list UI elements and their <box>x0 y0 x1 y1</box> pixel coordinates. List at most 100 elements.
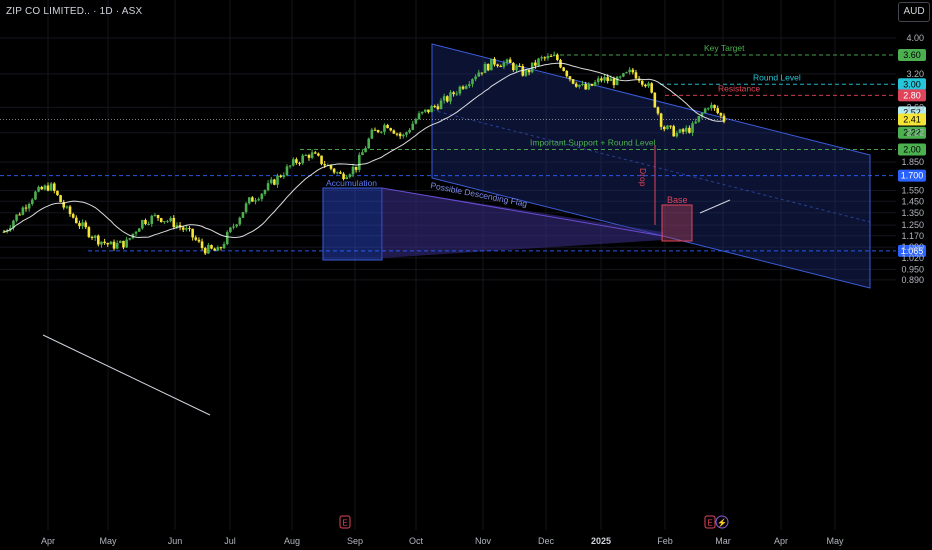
candle-body <box>71 214 75 218</box>
candle-body <box>666 125 669 130</box>
candle-body <box>251 197 254 202</box>
candle-body <box>370 129 374 139</box>
candle-body <box>452 92 455 95</box>
candle-body <box>279 175 282 177</box>
candle-body <box>508 59 512 63</box>
candle-body <box>194 237 198 240</box>
candle-body <box>21 207 25 215</box>
candle-body <box>354 166 358 170</box>
earnings-event-icon[interactable]: E <box>339 515 351 529</box>
candle-body <box>244 203 248 213</box>
price-label-box <box>898 48 926 61</box>
candle-body <box>722 115 726 122</box>
candle-body <box>153 215 157 217</box>
candle-body <box>446 96 449 102</box>
y-tick-label: 1.350 <box>901 208 924 218</box>
price-label-box <box>898 126 926 139</box>
price-label-box <box>898 169 926 182</box>
candle-body <box>392 130 396 134</box>
candle-body <box>719 113 723 116</box>
candle-body <box>222 244 226 249</box>
candle-body <box>574 83 578 87</box>
candle-body <box>691 123 694 133</box>
candle-body <box>518 66 521 68</box>
candle-body <box>562 67 565 71</box>
y-tick-label: 1.090 <box>901 242 924 252</box>
candle-body <box>458 86 462 94</box>
candle-body <box>181 227 185 230</box>
candle-body <box>68 206 72 215</box>
price-label-box <box>898 78 926 91</box>
candle-body <box>383 124 386 132</box>
candle-body <box>615 76 619 86</box>
candle-body <box>323 164 326 166</box>
candle-body <box>40 186 44 190</box>
candle-body <box>310 152 314 158</box>
candle-body <box>675 132 679 137</box>
candle-body <box>659 113 663 127</box>
currency-button[interactable]: AUD <box>898 2 930 22</box>
price-levels: 3.60 Key Target 3.00 Round Level 2.80 Resista… <box>0 43 926 257</box>
candle-body <box>710 104 713 109</box>
candle-body <box>603 77 606 81</box>
candle-body <box>191 228 194 238</box>
candle-body <box>351 166 355 175</box>
candle-body <box>524 70 528 76</box>
candle-body <box>210 245 213 249</box>
candle-body <box>307 155 311 158</box>
candle-body <box>364 148 367 153</box>
earnings-event-icon[interactable]: E <box>704 515 716 529</box>
candle-body <box>379 131 383 133</box>
candle-body <box>496 64 499 67</box>
candle-body <box>424 109 427 112</box>
candle-body <box>688 127 691 133</box>
candle-body <box>263 190 267 194</box>
candle-body <box>578 84 581 87</box>
candle-body <box>600 78 603 81</box>
price-label-box <box>898 89 926 102</box>
candle-body <box>225 232 229 245</box>
y-tick-label: 1.250 <box>901 220 924 230</box>
candle-body <box>112 241 116 249</box>
split-event-icon[interactable]: ⚡ <box>715 515 729 529</box>
candle-body <box>247 197 251 204</box>
candle-body <box>219 247 223 249</box>
level-note: Key Target <box>704 43 745 53</box>
candle-body <box>335 172 339 174</box>
price-label: 2.80 <box>903 90 921 100</box>
candle-body <box>27 203 31 209</box>
candle-body <box>464 86 468 89</box>
chart-title: ZIP CO LIMITED.. · 1D · ASX <box>6 6 143 17</box>
candle-body <box>317 153 320 156</box>
candle-body <box>100 241 103 245</box>
candle-body <box>65 206 69 208</box>
price-label: 2.41 <box>903 115 921 125</box>
price-label: 3.60 <box>903 50 921 60</box>
candle-body <box>650 83 653 93</box>
level-note: Resistance <box>718 83 760 93</box>
candle-body <box>703 108 707 114</box>
candle-body <box>678 129 682 133</box>
candle-body <box>75 217 78 224</box>
candle-body <box>706 108 710 110</box>
event-markers[interactable]: E E ⚡ <box>339 515 729 529</box>
candle-body <box>361 152 364 156</box>
candle-body <box>499 66 503 68</box>
y-tick-label: 0.950 <box>901 264 924 274</box>
candle-body <box>62 202 66 208</box>
price-label: 1.065 <box>901 246 924 256</box>
candle-body <box>59 195 62 203</box>
level-note: Important Support + Round Level <box>530 138 656 148</box>
x-tick-label: Feb <box>657 536 673 546</box>
candle-body <box>468 84 471 87</box>
candle-body <box>534 62 537 66</box>
candle-body <box>367 138 371 149</box>
candle-body <box>436 106 440 110</box>
candle-body <box>232 226 235 228</box>
candle-body <box>172 217 176 228</box>
y-tick-label: 1.850 <box>901 157 924 167</box>
svg-text:⚡: ⚡ <box>717 518 727 528</box>
x-tick-label: Jul <box>224 536 236 546</box>
candle-body <box>669 125 672 127</box>
